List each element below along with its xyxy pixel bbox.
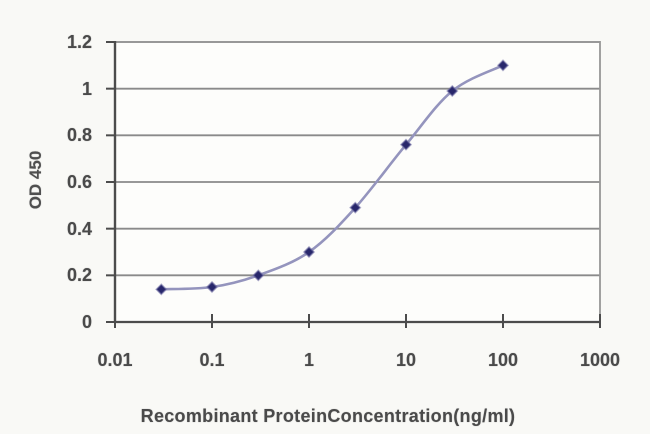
x-tick-label: 0.1	[199, 350, 225, 370]
y-tick-label: 0	[81, 312, 92, 332]
x-axis-title: Recombinant ProteinConcentration(ng/ml)	[140, 406, 516, 426]
data-series-line	[160, 64, 505, 291]
data-point-marker	[155, 283, 168, 296]
y-tick-label: 1	[81, 78, 92, 99]
y-tick-label: 0.6	[66, 172, 92, 192]
data-point-marker	[205, 280, 219, 294]
data-point-marker	[446, 84, 459, 98]
x-tick-label: 10	[395, 350, 417, 370]
y-tick-label: 0.4	[66, 218, 92, 239]
x-tick-label: 100	[487, 350, 519, 370]
y-tick-label: 0.2	[66, 265, 92, 286]
y-axis-title: OD 450	[26, 150, 45, 210]
x-tick-label: 1	[303, 350, 314, 370]
data-point-marker	[302, 245, 316, 259]
y-tick-label: 0.8	[66, 125, 92, 146]
data-point-marker	[252, 269, 265, 282]
data-point-marker	[496, 59, 510, 72]
x-tick-label: 1000	[579, 350, 621, 370]
x-tick-label: 0.01	[97, 350, 133, 370]
y-tick-label: 1.2	[66, 32, 92, 52]
data-point-marker	[399, 138, 413, 151]
data-point-marker	[349, 201, 362, 214]
